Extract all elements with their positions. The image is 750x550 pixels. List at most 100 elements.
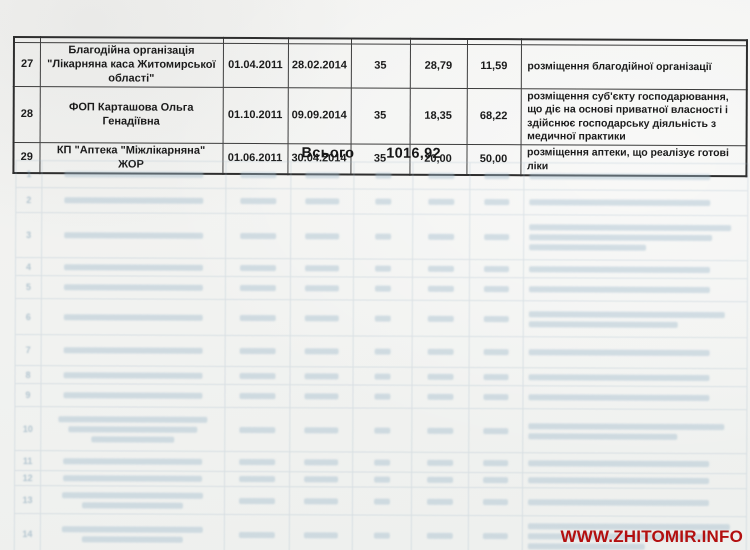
ghost-cell-purpose xyxy=(523,409,746,453)
ghost-row-number: 1 xyxy=(26,169,32,180)
ghost-cell-value xyxy=(412,277,470,300)
ghost-row-number: 9 xyxy=(25,390,31,401)
ghost-cell-value xyxy=(468,487,524,516)
ghost-cell-value xyxy=(469,336,524,368)
ghost-table-row: 10 xyxy=(15,407,747,455)
ghost-cell-num: 5 xyxy=(15,276,42,299)
ghost-cell-date xyxy=(290,277,354,300)
ghost-cell-rate xyxy=(353,472,413,487)
total-label: Всього xyxy=(301,145,355,162)
ghost-cell-name xyxy=(41,471,226,486)
ghost-cell-date xyxy=(290,259,355,277)
ghost-cell-date xyxy=(291,189,355,214)
ghost-cell-name xyxy=(41,335,226,366)
ghost-cell-num: 3 xyxy=(16,213,43,258)
ghost-cell-value xyxy=(412,408,470,452)
ghost-cell-num: 9 xyxy=(15,384,42,407)
table-cell-num: 28 xyxy=(13,86,40,143)
ghost-cell-purpose xyxy=(523,473,746,488)
ghost-cell-name xyxy=(41,384,226,407)
ghost-row-number: 14 xyxy=(22,529,33,540)
ghost-cell-name xyxy=(42,213,227,258)
table-cell-val1: 18,35 xyxy=(409,88,467,145)
ghost-cell-date xyxy=(225,299,291,336)
ghost-cell-value xyxy=(412,385,470,408)
ghost-cell-date xyxy=(225,407,291,452)
ghost-cell-value xyxy=(470,162,525,190)
ghost-table-row: 6 xyxy=(15,299,747,339)
ghost-cell-num: 11 xyxy=(15,451,42,471)
ghost-row-number: 12 xyxy=(22,473,33,484)
ghost-row-number: 6 xyxy=(25,311,31,322)
ghost-table-row: 2 xyxy=(16,188,748,217)
ghost-cell-name xyxy=(41,366,226,384)
ghost-cell-value xyxy=(469,259,525,278)
table-cell-val1: 28,79 xyxy=(409,44,467,89)
table-cell-date_end: 28.02.2014 xyxy=(287,43,351,89)
ghost-cell-num: 4 xyxy=(15,258,43,276)
ghost-cell-date xyxy=(225,258,292,277)
ghost-cell-purpose xyxy=(523,386,746,409)
ghost-cell-date xyxy=(290,452,354,472)
ghost-cell-value xyxy=(470,214,525,260)
ghost-cell-value xyxy=(412,367,470,385)
ghost-cell-value xyxy=(413,162,471,189)
ghost-cell-purpose xyxy=(524,278,747,301)
ghost-cell-value xyxy=(412,259,471,277)
ghost-row-number: 7 xyxy=(25,345,31,356)
ghost-cell-name xyxy=(40,486,226,514)
ghost-cell-num: 10 xyxy=(15,407,42,451)
ghost-table-row: 13 xyxy=(14,486,747,518)
ghost-cell-name xyxy=(41,451,226,471)
ghost-cell-rate xyxy=(353,452,413,472)
ghost-cell-rate xyxy=(353,259,414,277)
ghost-cell-date xyxy=(225,384,291,408)
table-cell-date_end: 09.09.2014 xyxy=(287,87,351,144)
table-cell-name: Благодійна організація "Лікарняна каса Ж… xyxy=(39,42,223,88)
table-cell-date_start: 01.10.2011 xyxy=(222,87,288,144)
ghost-cell-date xyxy=(225,471,291,487)
ghost-table-row: 1 xyxy=(16,161,748,192)
ghost-cell-date xyxy=(224,486,291,515)
ghost-cell-rate xyxy=(353,300,413,336)
table-cell-rate: 35 xyxy=(350,88,410,144)
ghost-cell-purpose xyxy=(523,368,746,386)
ghost-cell-name xyxy=(41,258,227,276)
ghost-cell-num: 13 xyxy=(14,486,42,514)
table-cell-purpose: розміщення благодійної організації xyxy=(520,44,747,90)
ghost-cell-name xyxy=(41,276,226,299)
ghost-cell-value xyxy=(411,515,469,550)
ghost-cell-value xyxy=(413,189,471,214)
ghost-row-number: 5 xyxy=(25,282,31,293)
ghost-cell-purpose xyxy=(524,301,747,337)
ghost-cell-rate xyxy=(353,367,413,385)
table-cell-val2: 11,59 xyxy=(466,44,521,89)
ghost-cell-date xyxy=(224,514,290,550)
ghost-row-number: 10 xyxy=(22,423,33,434)
ghost-cell-value xyxy=(412,300,470,336)
ghost-cell-name xyxy=(42,161,227,188)
table-cell-name: ФОП Карташова Ольга Генадіївна xyxy=(39,86,223,144)
ghost-cell-purpose xyxy=(524,190,747,215)
ghost-cell-num: 7 xyxy=(15,335,42,366)
ghost-cell-value xyxy=(469,367,524,386)
ghost-cell-value xyxy=(412,336,470,367)
ghost-cell-date xyxy=(225,335,291,367)
ghost-cell-value xyxy=(469,300,524,337)
table-cell-val2: 68,22 xyxy=(466,88,521,145)
ghost-cell-date xyxy=(226,188,292,214)
table-cell-num: 27 xyxy=(13,42,40,87)
ghost-cell-date xyxy=(226,161,292,189)
ghost-cell-date xyxy=(290,385,354,408)
ghost-cell-value xyxy=(469,408,524,453)
ghost-cell-rate xyxy=(354,189,414,214)
ghost-cell-date xyxy=(290,472,354,487)
ghost-cell-rate xyxy=(353,277,413,300)
ghost-cell-date xyxy=(291,162,355,189)
ghost-cell-purpose xyxy=(523,488,746,516)
ghost-cell-name xyxy=(40,514,225,550)
site-watermark: WWW.ZHITOMIR.INFO xyxy=(560,527,743,546)
ghost-cell-num: 14 xyxy=(14,514,41,550)
ghost-cell-rate xyxy=(352,515,412,550)
ghost-cell-rate xyxy=(353,408,413,452)
